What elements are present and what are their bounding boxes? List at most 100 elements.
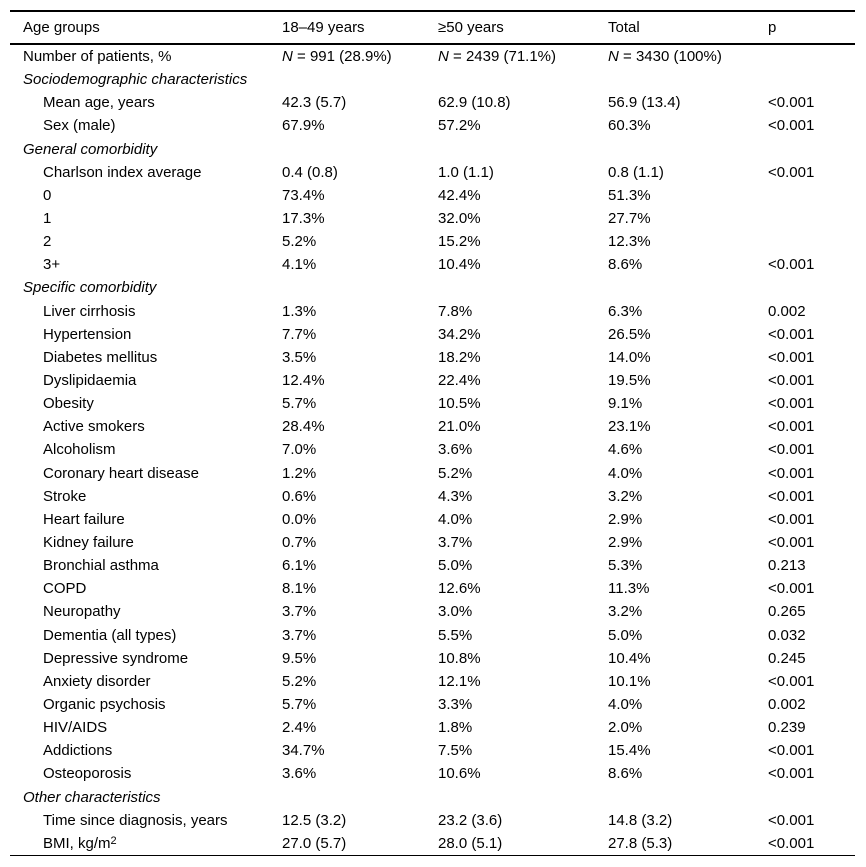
value-50plus: 1.8% — [438, 719, 473, 737]
row-label: General comorbidity — [23, 140, 158, 158]
value-total: 27.8 (5.3) — [608, 834, 673, 852]
table-row: Alcoholism 7.0% 3.6% 4.6% <0.001 — [10, 438, 855, 461]
p-value: <0.001 — [768, 372, 815, 390]
value-18-49: 12.5 (3.2) — [282, 811, 347, 829]
value-total: 4.0% — [608, 696, 643, 713]
table-row: 1 17.3% 32.0% 27.7% — [10, 207, 855, 230]
value-18-49: 3.6% — [282, 765, 317, 783]
row-label: Specific comorbidity — [23, 279, 157, 297]
row-label: Obesity — [43, 395, 94, 413]
table-row: Obesity 5.7% 10.5% 9.1% <0.001 — [10, 392, 855, 415]
n-symbol: N — [438, 48, 449, 66]
table-row: COPD 8.1% 12.6% 11.3% <0.001 — [10, 577, 855, 600]
table-row: 2 5.2% 15.2% 12.3% — [10, 230, 855, 253]
value-50plus: 10.4% — [438, 256, 481, 274]
row-label: Dyslipidaemia — [43, 372, 137, 390]
value-total: 15.4% — [608, 742, 651, 760]
value-total: 2.9% — [608, 534, 643, 552]
p-value: <0.001 — [768, 418, 815, 436]
row-label: Osteoporosis — [43, 765, 132, 783]
value-50plus: N = 2439 (71.1%) — [438, 48, 556, 66]
value-50plus: 34.2% — [438, 325, 481, 343]
table-row: 3+ 4.1% 10.4% 8.6% <0.001 — [10, 253, 855, 276]
value-18-49: 67.9% — [282, 117, 325, 135]
value-18-49: 0.7% — [282, 534, 317, 552]
p-value: <0.001 — [768, 510, 815, 528]
p-value: 0.002 — [768, 696, 806, 713]
value-18-49: 8.1% — [282, 580, 317, 598]
p-value: 0.265 — [768, 603, 806, 621]
table-row: Coronary heart disease 1.2% 5.2% 4.0% <0.001 — [10, 462, 855, 485]
value-total: 5.0% — [608, 626, 643, 644]
p-value: <0.001 — [768, 672, 815, 690]
value-total: N = 3430 (100%) — [608, 48, 722, 66]
row-label: 2 — [43, 233, 52, 251]
value-18-49: 4.1% — [282, 256, 317, 274]
value-total: 14.8 (3.2) — [608, 811, 673, 829]
value-18-49: 3.7% — [282, 603, 317, 621]
section-row: Other characteristics — [10, 786, 855, 809]
table-row: Anxiety disorder 5.2% 12.1% 10.1% <0.001 — [10, 670, 855, 693]
value-50plus: 3.0% — [438, 603, 473, 621]
value-total: 6.3% — [608, 302, 643, 320]
header-50plus-years: ≥50 years — [438, 19, 504, 36]
p-value: 0.239 — [768, 719, 806, 737]
table-row: Stroke 0.6% 4.3% 3.2% <0.001 — [10, 485, 855, 508]
p-value: <0.001 — [768, 325, 815, 343]
value-18-49: 28.4% — [282, 418, 325, 436]
value-18-49: 9.5% — [282, 649, 317, 667]
p-value: <0.001 — [768, 163, 815, 181]
value-18-49: 12.4% — [282, 372, 325, 390]
table-header-row: Age groups 18–49 years ≥50 years Total p — [10, 10, 855, 45]
value-18-49: 7.7% — [282, 325, 317, 343]
value-total: 8.6% — [608, 256, 643, 274]
value-total: 4.6% — [608, 441, 643, 459]
section-row: Sociodemographic characteristics — [10, 68, 855, 91]
row-label: Sociodemographic characteristics — [23, 71, 248, 89]
value-total: 27.7% — [608, 210, 651, 228]
section-row: Specific comorbidity — [10, 276, 855, 299]
value-total: 26.5% — [608, 325, 651, 343]
p-value: <0.001 — [768, 811, 815, 829]
p-value: <0.001 — [768, 534, 815, 552]
value-18-49: 3.7% — [282, 626, 317, 644]
value-50plus: 7.8% — [438, 302, 473, 320]
value-50plus: 4.0% — [438, 510, 473, 528]
value-18-49: 34.7% — [282, 742, 325, 760]
p-value: 0.213 — [768, 557, 806, 575]
value-18-49: 5.7% — [282, 395, 317, 413]
value-50plus: 57.2% — [438, 117, 481, 135]
table-row: Active smokers 28.4% 21.0% 23.1% <0.001 — [10, 415, 855, 438]
value-total: 19.5% — [608, 372, 651, 390]
table-row: Dementia (all types) 3.7% 5.5% 5.0% 0.032 — [10, 624, 855, 647]
p-value: <0.001 — [768, 94, 815, 112]
value-50plus: 10.6% — [438, 765, 481, 783]
value-50plus: 3.3% — [438, 696, 473, 713]
n-symbol: N — [608, 48, 619, 66]
row-label: Time since diagnosis, years — [43, 811, 228, 829]
p-value: <0.001 — [768, 487, 815, 505]
value-18-49: 1.2% — [282, 464, 317, 482]
value-total: 10.4% — [608, 649, 651, 667]
table-row: Osteoporosis 3.6% 10.6% 8.6% <0.001 — [10, 762, 855, 785]
value-18-49: 42.3 (5.7) — [282, 94, 347, 112]
header-age-groups: Age groups — [23, 19, 100, 36]
table-row: Bronchial asthma 6.1% 5.0% 5.3% 0.213 — [10, 554, 855, 577]
value-50plus: 3.7% — [438, 534, 473, 552]
value-total: 11.3% — [608, 580, 650, 598]
p-value: <0.001 — [768, 441, 815, 459]
value-total: 3.2% — [608, 603, 643, 621]
p-value: <0.001 — [768, 117, 815, 135]
value-18-49: N = 991 (28.9%) — [282, 48, 392, 66]
value-18-49: 27.0 (5.7) — [282, 834, 347, 852]
header-p: p — [768, 19, 777, 36]
value-18-49: 1.3% — [282, 302, 317, 320]
value-50plus: 18.2% — [438, 348, 481, 366]
table-row: Organic psychosis 5.7% 3.3% 4.0% 0.002 — [10, 693, 855, 716]
value-total: 5.3% — [608, 557, 643, 575]
value-50plus: 28.0 (5.1) — [438, 834, 503, 852]
row-label: Mean age, years — [43, 94, 155, 112]
table-row: Time since diagnosis, years 12.5 (3.2) 23.… — [10, 809, 855, 832]
value-total: 2.9% — [608, 510, 643, 528]
value-50plus: 21.0% — [438, 418, 481, 436]
